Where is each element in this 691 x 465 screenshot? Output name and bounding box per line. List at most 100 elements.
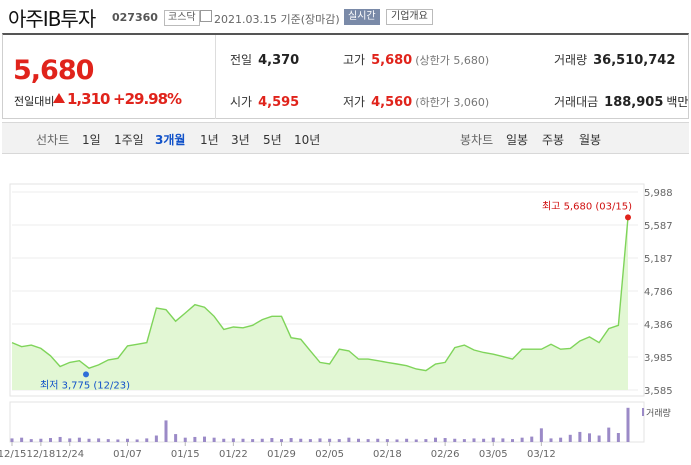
candle-chart-label: 봉차트 <box>460 133 494 147</box>
volume-bar <box>414 439 418 442</box>
volume-bar <box>299 438 303 442</box>
x-tick-label: 01/07 <box>113 449 142 460</box>
high-marker <box>625 214 631 221</box>
company-overview-button[interactable]: 기업개요 <box>386 9 433 25</box>
low-price: 저가 4,560 (하한가 3,060) <box>343 95 490 110</box>
volume-bar <box>77 437 81 442</box>
stock-name: 아주IB투자 <box>8 7 96 31</box>
volume-bar <box>434 437 437 442</box>
prev-close: 전일 4,370 <box>230 53 300 68</box>
volume-bar <box>260 438 264 442</box>
y-tick-label: 3,585 <box>644 386 673 397</box>
change-amount: 1,310 <box>67 90 110 108</box>
quote-date: 2021.03.15 기준(장마감) <box>214 13 340 26</box>
volume-legend-swatch <box>642 408 644 416</box>
volume-bar <box>222 438 226 442</box>
volume-bar <box>347 437 351 442</box>
volume-bar <box>405 438 409 442</box>
y-tick-label: 5,187 <box>644 254 673 265</box>
chart-period-tabs: 선차트 1일 1주일 3개월 1년 3년 5년 10년 봉차트 일봉 주봉 월봉 <box>2 122 689 154</box>
volume-bar <box>203 436 206 442</box>
volume-bar <box>193 436 197 442</box>
current-price: 5,680 <box>13 55 94 86</box>
x-tick-label: 03/12 <box>527 449 556 460</box>
volume-bar <box>337 439 341 442</box>
divider <box>215 35 216 119</box>
tab-3y[interactable]: 3년 <box>231 133 250 147</box>
up-arrow-icon <box>53 93 65 103</box>
tab-10y[interactable]: 10년 <box>294 133 321 147</box>
calendar-icon <box>200 10 212 22</box>
x-tick-label: 01/22 <box>219 449 248 460</box>
market-badge: 코스닥 <box>164 10 200 26</box>
x-tick-label: 12/15 <box>0 449 26 460</box>
volume-bar <box>549 438 553 442</box>
volume: 거래량 36,510,742 <box>554 53 676 68</box>
volume-bar <box>135 439 139 442</box>
volume-bar <box>366 439 370 442</box>
x-tick-label: 02/05 <box>315 449 344 460</box>
volume-bar <box>280 439 283 442</box>
tab-3m[interactable]: 3개월 <box>155 133 186 147</box>
volume-bar <box>318 438 322 442</box>
tab-daily[interactable]: 일봉 <box>506 133 529 147</box>
volume-bar <box>20 437 24 442</box>
volume-bar <box>568 434 572 442</box>
volume-bar <box>174 434 178 442</box>
tab-1d[interactable]: 1일 <box>82 133 101 147</box>
tab-5y[interactable]: 5년 <box>263 133 282 147</box>
low-marker <box>83 371 89 378</box>
volume-bar <box>270 438 274 442</box>
x-tick-label: 01/29 <box>267 449 296 460</box>
price-line <box>11 217 629 372</box>
y-tick-label: 4,386 <box>644 320 673 331</box>
line-chart-label: 선차트 <box>36 133 70 147</box>
x-tick-label: 12/24 <box>55 449 84 460</box>
realtime-button[interactable]: 실시간 <box>344 9 380 25</box>
tab-1w[interactable]: 1주일 <box>114 133 144 147</box>
volume-bar <box>231 438 235 442</box>
tab-1y[interactable]: 1년 <box>200 133 219 147</box>
volume-bar <box>482 438 486 442</box>
volume-bar <box>530 436 534 442</box>
quote-panel: 5,680 전일대비 1,310 +29.98% 전일 4,370 고가 5,680… <box>2 33 689 119</box>
volume-bar <box>376 438 380 442</box>
volume-bar <box>183 437 187 442</box>
volume-bar <box>116 439 120 442</box>
volume-bar <box>520 437 524 442</box>
volume-bar <box>578 431 582 442</box>
volume-bar <box>87 438 91 442</box>
x-tick-label: 02/26 <box>431 449 460 460</box>
volume-bar <box>491 437 495 442</box>
volume-bar <box>126 438 129 442</box>
volume-bar <box>472 438 476 442</box>
volume-bar <box>97 438 101 442</box>
volume-bar <box>68 438 72 442</box>
volume-bar <box>462 439 466 442</box>
volume-bar <box>29 439 33 442</box>
high-label: 최고 5,680 (03/15) <box>542 200 632 212</box>
tab-monthly[interactable]: 월봉 <box>579 133 602 147</box>
y-tick-label: 3,985 <box>644 353 673 364</box>
volume-bar <box>241 438 245 442</box>
volume-bar <box>453 438 457 442</box>
change-percent: +29.98% <box>113 90 182 108</box>
change-label: 전일대비 <box>14 95 55 108</box>
volume-bar <box>145 438 149 442</box>
x-tick-label: 02/18 <box>373 449 402 460</box>
volume-bar <box>106 439 110 442</box>
volume-bar <box>357 438 360 442</box>
volume-bar <box>443 438 447 442</box>
volume-frame <box>9 401 645 443</box>
volume-bar <box>626 407 630 442</box>
low-label: 최저 3,775 (12/23) <box>40 379 130 391</box>
tab-weekly[interactable]: 주봉 <box>542 133 565 147</box>
volume-bar <box>511 439 514 442</box>
volume-bar <box>164 420 168 442</box>
volume-bar <box>154 435 158 442</box>
volume-bar <box>385 439 389 442</box>
volume-bar <box>424 439 428 442</box>
volume-bar <box>501 438 505 442</box>
volume-bar <box>588 433 591 442</box>
